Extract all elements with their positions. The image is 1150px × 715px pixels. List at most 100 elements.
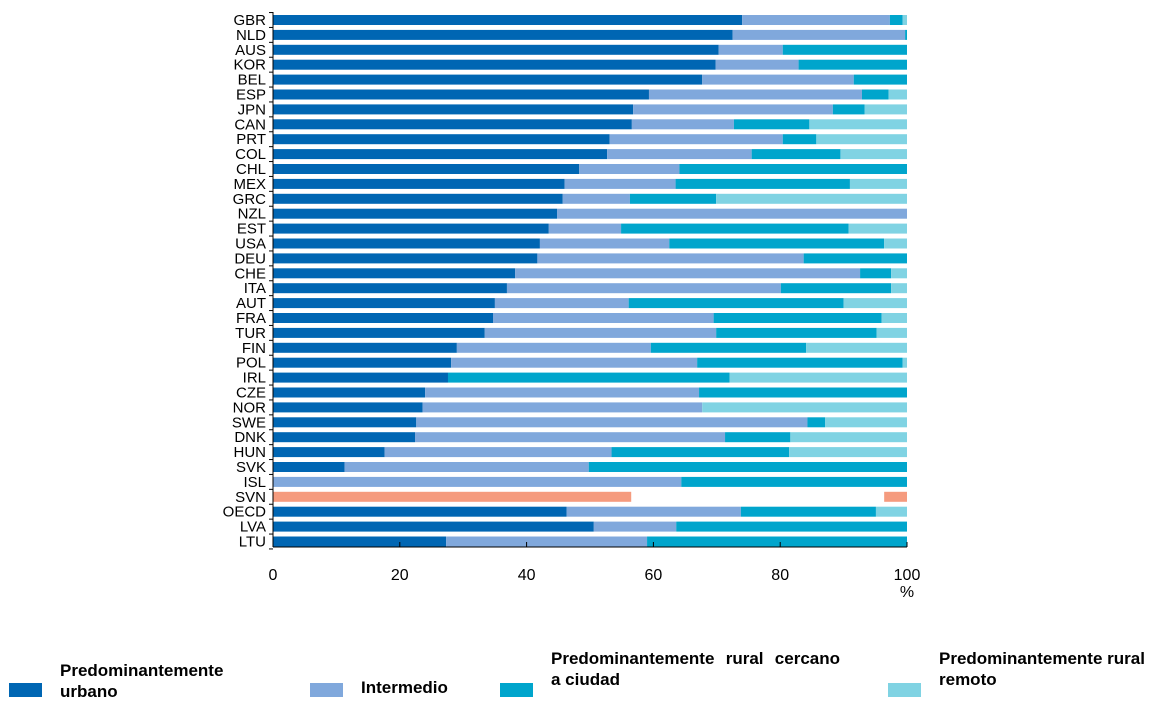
bar-bel-intermedio — [702, 74, 854, 85]
legend-swatch-urbano — [9, 683, 42, 697]
bar-col-predominantemente-urbano — [273, 149, 608, 160]
bar-grc-predominantemente-rural-cercano-a-ciudad — [629, 193, 717, 204]
bar-fra-predominantemente-rural-remoto — [881, 313, 907, 323]
bar-jpn-predominantemente-rural-remoto — [864, 104, 907, 115]
bar-ltu-intermedio — [446, 536, 648, 547]
x-tick-label-100: 100 — [894, 567, 921, 584]
bar-hun-predominantemente-urbano — [273, 447, 385, 458]
bar-jpn-predominantemente-rural-cercano-a-ciudad — [832, 104, 865, 115]
bar-nld-predominantemente-urbano — [273, 29, 733, 40]
bar-hun-intermedio — [384, 447, 612, 458]
bar-esp-predominantemente-urbano — [273, 89, 649, 100]
bar-deu-predominantemente-urbano — [273, 253, 538, 264]
category-label-deu: DEU — [234, 250, 266, 267]
bar-svk-predominantemente-urbano — [273, 462, 345, 472]
bar-esp-intermedio — [648, 89, 862, 100]
bar-lva-predominantemente-urbano — [273, 521, 594, 532]
bar-nld-intermedio — [732, 29, 906, 40]
bar-aut-predominantemente-urbano — [273, 298, 495, 309]
bar-fin-intermedio — [456, 342, 651, 353]
bar-fra-intermedio — [492, 313, 714, 323]
category-label-ita: ITA — [244, 280, 266, 297]
bar-pol-intermedio — [451, 357, 698, 368]
bar-est-predominantemente-urbano — [273, 223, 549, 234]
category-label-mex: MEX — [233, 176, 266, 193]
bar-deu-intermedio — [537, 253, 804, 264]
x-unit-label: % — [900, 584, 914, 601]
category-label-hun: HUN — [234, 444, 267, 461]
bar-swe-predominantemente-rural-remoto — [825, 417, 907, 428]
bar-jpn-intermedio — [633, 104, 833, 115]
bar-tur-predominantemente-rural-cercano-a-ciudad — [716, 327, 877, 338]
bar-nld-predominantemente-rural-cercano-a-ciudad — [905, 29, 907, 40]
legend-swatch-intermedio — [310, 683, 343, 697]
x-tick-label-0: 0 — [269, 567, 278, 584]
bar-che-predominantemente-rural-cercano-a-ciudad — [860, 268, 892, 279]
bar-est-intermedio — [548, 223, 622, 234]
legend-swatch-rural-cercano — [500, 683, 533, 697]
x-tick-label-60: 60 — [645, 567, 663, 584]
bar-oecd-predominantemente-rural-remoto — [875, 506, 907, 517]
category-label-nor: NOR — [233, 399, 267, 416]
bar-est-predominantemente-rural-remoto — [848, 223, 907, 234]
bar-aus-intermedio — [718, 44, 783, 55]
bar-oecd-predominantemente-rural-cercano-a-ciudad — [740, 506, 876, 517]
category-label-che: CHE — [234, 265, 266, 282]
bar-prt-predominantemente-urbano — [273, 134, 610, 145]
category-label-cze: CZE — [236, 385, 266, 402]
category-label-oecd: OECD — [223, 504, 267, 521]
bar-esp-predominantemente-rural-remoto — [888, 89, 907, 100]
bar-chl-predominantemente-rural-cercano-a-ciudad — [679, 164, 907, 174]
bar-swe-predominantemente-rural-cercano-a-ciudad — [807, 417, 826, 428]
category-label-aut: AUT — [236, 295, 266, 312]
bars-layer — [273, 15, 907, 547]
bar-can-predominantemente-urbano — [273, 119, 632, 130]
bar-kor-predominantemente-rural-cercano-a-ciudad — [798, 59, 907, 70]
bar-dnk-predominantemente-rural-cercano-a-ciudad — [725, 432, 791, 443]
bar-grc-predominantemente-urbano — [273, 193, 563, 204]
category-label-svk: SVK — [236, 459, 266, 476]
bar-isl-intermedio — [273, 476, 682, 487]
bar-irl-predominantemente-urbano — [273, 372, 448, 383]
bar-can-predominantemente-rural-cercano-a-ciudad — [733, 119, 810, 130]
bar-deu-predominantemente-rural-cercano-a-ciudad — [803, 253, 907, 264]
bar-usa-intermedio — [539, 238, 670, 249]
bar-svn-highlight-0 — [273, 491, 632, 502]
bar-can-predominantemente-rural-remoto — [809, 119, 907, 130]
bar-est-predominantemente-rural-cercano-a-ciudad — [621, 223, 849, 234]
bar-usa-predominantemente-urbano — [273, 238, 540, 249]
bar-ltu-predominantemente-urbano — [273, 536, 447, 547]
category-label-fra: FRA — [236, 310, 266, 327]
bar-ita-predominantemente-rural-remoto — [891, 283, 907, 294]
legend-label-urbano: Predominantemente urbano — [60, 661, 224, 701]
category-label-irl: IRL — [243, 370, 266, 387]
bar-prt-predominantemente-rural-cercano-a-ciudad — [782, 134, 817, 145]
bar-mex-intermedio — [564, 178, 676, 189]
bar-tur-predominantemente-rural-remoto — [876, 327, 907, 338]
bar-hun-predominantemente-rural-remoto — [789, 447, 907, 458]
category-label-nld: NLD — [236, 27, 266, 44]
bar-lva-predominantemente-rural-cercano-a-ciudad — [676, 521, 907, 532]
legend-item-urbano: Predominantemente urbano — [9, 660, 279, 702]
bar-fin-predominantemente-rural-remoto — [806, 342, 907, 353]
bar-col-predominantemente-rural-remoto — [840, 149, 907, 160]
bar-nzl-intermedio — [557, 208, 907, 219]
legend-item-rural-remoto: Predominantemente rural remoto — [888, 648, 1148, 697]
category-label-isl: ISL — [243, 474, 266, 491]
category-label-svn: SVN — [235, 489, 266, 506]
bar-col-intermedio — [607, 149, 752, 160]
category-labels: GBRNLDAUSKORBELESPJPNCANPRTCOLCHLMEXGRCN… — [223, 12, 267, 551]
bar-fra-predominantemente-urbano — [273, 313, 493, 323]
legend-swatch-rural-remoto — [888, 683, 921, 697]
bar-chl-intermedio — [579, 164, 680, 174]
bar-chl-predominantemente-urbano — [273, 164, 580, 174]
category-label-tur: TUR — [235, 325, 266, 342]
bar-bel-predominantemente-rural-cercano-a-ciudad — [853, 74, 907, 85]
bar-ltu-predominantemente-rural-cercano-a-ciudad — [647, 536, 907, 547]
legend-item-rural-cercano: Predominantemente rural cercano a ciudad — [500, 648, 840, 697]
bar-grc-intermedio — [562, 193, 630, 204]
bar-svk-predominantemente-rural-cercano-a-ciudad — [588, 462, 907, 472]
bar-pol-predominantemente-urbano — [273, 357, 452, 368]
bar-gbr-predominantemente-rural-cercano-a-ciudad — [889, 15, 903, 25]
bar-aut-predominantemente-rural-cercano-a-ciudad — [628, 298, 844, 309]
